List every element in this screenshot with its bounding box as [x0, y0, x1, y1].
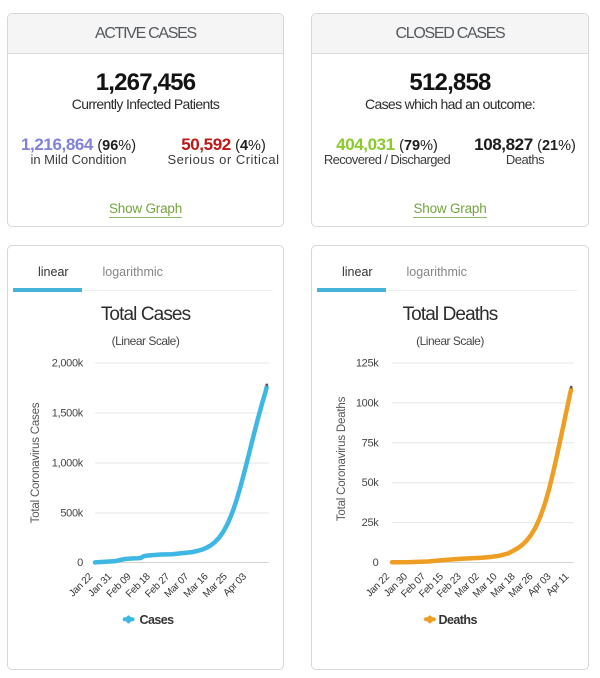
svg-text:Apr 03: Apr 03	[221, 571, 249, 599]
svg-text:1,000k: 1,000k	[52, 458, 84, 470]
svg-text:50k: 50k	[362, 477, 380, 489]
svg-text:Deaths: Deaths	[439, 613, 478, 627]
svg-text:Total Coronavirus Cases: Total Coronavirus Cases	[30, 402, 42, 523]
svg-text:Total Coronavirus Deaths: Total Coronavirus Deaths	[336, 396, 348, 521]
svg-text:125k: 125k	[356, 358, 379, 370]
svg-text:2,000k: 2,000k	[52, 358, 84, 370]
svg-text:1,500k: 1,500k	[52, 408, 84, 420]
svg-text:Cases: Cases	[140, 613, 175, 627]
svg-text:25k: 25k	[362, 517, 380, 529]
svg-text:500k: 500k	[60, 508, 83, 520]
svg-text:100k: 100k	[356, 397, 379, 409]
svg-text:0: 0	[77, 557, 83, 569]
svg-text:75k: 75k	[362, 437, 380, 449]
svg-text:0: 0	[373, 557, 379, 569]
